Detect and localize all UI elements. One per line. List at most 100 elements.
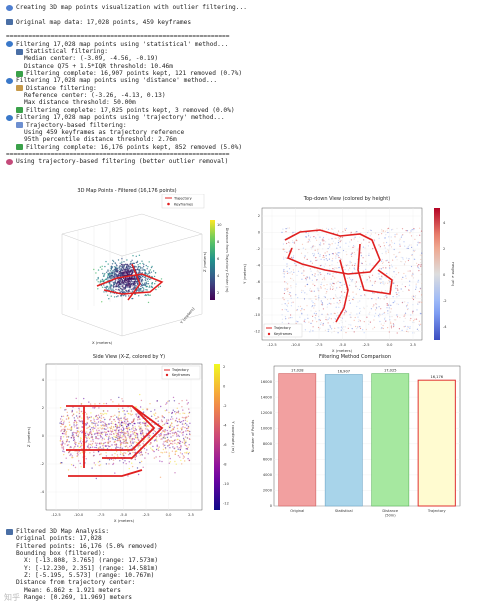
map-point [105, 433, 107, 435]
map-point [302, 247, 304, 249]
map-point [98, 438, 100, 440]
map-point [373, 292, 375, 294]
map-point [160, 451, 162, 454]
map-point [137, 438, 139, 440]
map-point [283, 276, 285, 278]
map-point [322, 322, 324, 325]
map-point [61, 432, 64, 435]
map-point [412, 272, 414, 274]
x-axis-label: X (meters) [114, 518, 135, 523]
map-point [117, 426, 119, 428]
map-point [337, 327, 339, 329]
map-point [93, 451, 95, 453]
map-point [182, 431, 184, 434]
map-point [70, 453, 72, 455]
legend-keyframes-swatch [165, 373, 169, 377]
map-point [291, 256, 293, 258]
map-point [143, 421, 145, 423]
map-point [129, 290, 131, 293]
map-point [420, 230, 423, 232]
map-point [89, 431, 91, 433]
map-point [337, 297, 339, 299]
map-point [367, 298, 369, 300]
map-point [174, 442, 176, 444]
x-tick: -12.5 [51, 513, 60, 517]
map-point [111, 289, 113, 292]
map-point [309, 278, 311, 280]
map-point [79, 452, 81, 454]
map-point [340, 316, 342, 318]
map-point [419, 301, 421, 303]
map-point [305, 277, 307, 279]
map-point [165, 451, 168, 453]
map-point [61, 462, 63, 464]
map-point [318, 329, 320, 331]
map-point [123, 274, 126, 276]
map-point [116, 267, 118, 270]
map-point [378, 316, 380, 318]
map-point [171, 439, 173, 442]
map-point [313, 307, 315, 309]
map-point [284, 251, 286, 253]
map-point [420, 282, 423, 284]
map-point [125, 267, 128, 269]
bar-chart-panel: Filtering Method Comparison 16000 14000 12… [244, 354, 466, 526]
map-point [96, 431, 98, 433]
legend-trajectory-label: Trajectory [273, 326, 291, 330]
map-point [312, 253, 314, 255]
topdown-canvas: -12.5 -10.0 -7.5 -5.0 -2.5 0.0 2.520-2-4-6-8-1… [242, 207, 454, 353]
map-point [111, 266, 113, 269]
map-point [144, 279, 146, 281]
map-point [168, 400, 170, 402]
map-point [62, 428, 64, 430]
bar-chart-title: Filtering Method Comparison [319, 354, 391, 360]
map-point [86, 416, 89, 419]
map-point [297, 321, 299, 323]
map-point [85, 441, 87, 443]
analysis-text: Filtered points: 16,176 (5.0% removed) [16, 542, 158, 550]
map-point [142, 275, 144, 278]
map-point [182, 412, 184, 414]
map-point [99, 419, 102, 422]
map-point [120, 267, 122, 270]
map-point [122, 407, 124, 409]
map-point [314, 284, 316, 287]
glb-icon [6, 4, 13, 11]
map-point [130, 444, 133, 447]
map-point [181, 400, 183, 402]
map-point [359, 310, 362, 312]
map-point [164, 444, 166, 446]
trajectory-line [66, 405, 164, 477]
map-point [92, 425, 95, 428]
map-point [353, 296, 355, 298]
map-point [319, 327, 321, 329]
map-point [102, 445, 104, 447]
map-point [372, 306, 374, 308]
map-point [338, 322, 340, 324]
map-point [381, 276, 383, 278]
map-point [356, 231, 358, 233]
map-point [107, 410, 109, 412]
map-point [409, 327, 411, 329]
map-point [147, 272, 149, 275]
log-text: Statistical filtering: [26, 48, 108, 56]
map-point [127, 475, 129, 477]
map-point [103, 438, 106, 440]
map-point [168, 462, 170, 464]
map-point [415, 285, 417, 287]
map-point [78, 446, 81, 449]
map-point [92, 430, 95, 432]
map-point [159, 460, 161, 462]
analysis-text: Range: [0.269, 11.969] meters [24, 594, 133, 602]
map-point [104, 273, 106, 275]
map-point [95, 414, 98, 417]
map-point [400, 260, 402, 263]
map-point [342, 231, 344, 233]
map-point [139, 406, 142, 408]
map-point [306, 305, 308, 307]
map-point [333, 269, 335, 271]
map-point [386, 296, 388, 298]
map-point [105, 463, 108, 465]
map-point [129, 263, 131, 265]
map-point [121, 458, 124, 461]
